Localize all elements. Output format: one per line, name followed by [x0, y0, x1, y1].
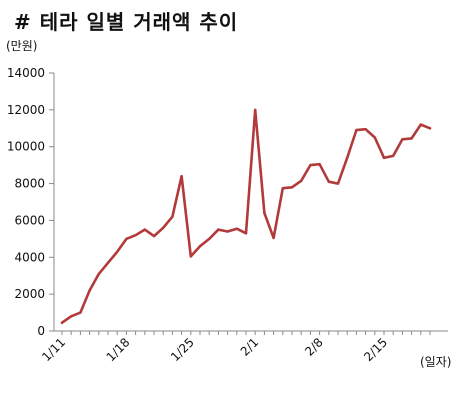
x-unit-label: (일자) — [420, 355, 451, 369]
x-tick-label: 2/15 — [361, 335, 390, 364]
data-point — [373, 136, 376, 139]
data-point — [254, 108, 257, 112]
y-tick-label: 6000 — [14, 213, 45, 227]
y-tick-label: 0 — [37, 324, 45, 338]
data-point — [364, 128, 367, 131]
data-point — [263, 211, 266, 215]
data-point — [116, 250, 119, 253]
data-point — [217, 228, 220, 231]
y-tick-label: 4000 — [14, 250, 45, 264]
data-point — [79, 311, 82, 314]
x-tick-label: 2/8 — [302, 335, 326, 359]
y-tick-label: 10000 — [7, 140, 45, 154]
y-tick-label: 2000 — [14, 287, 45, 301]
data-point — [134, 234, 137, 237]
chart-title: # 테라 일별 거래액 추이 — [14, 10, 239, 34]
data-point — [208, 237, 211, 241]
x-tick-label: 1/25 — [168, 335, 197, 364]
data-point — [336, 182, 340, 185]
data-point — [392, 154, 395, 158]
data-point — [152, 234, 156, 238]
x-tick-label: 2/1 — [238, 335, 262, 359]
data-point — [428, 127, 432, 130]
data-point — [327, 180, 330, 183]
data-point — [244, 232, 248, 235]
data-point — [272, 236, 275, 240]
data-point — [70, 315, 73, 318]
y-tick-label: 14000 — [7, 66, 45, 80]
data-point — [346, 156, 349, 159]
data-point — [309, 163, 312, 167]
data-point — [300, 179, 303, 182]
data-point — [235, 227, 238, 230]
y-tick-label: 12000 — [7, 103, 45, 117]
data-point — [226, 230, 229, 233]
data-point — [290, 186, 294, 189]
data-point — [382, 156, 386, 159]
data-point — [355, 128, 358, 132]
data-point — [143, 228, 146, 231]
data-point — [198, 245, 202, 248]
data-point — [401, 138, 404, 141]
data-point — [125, 237, 128, 241]
data-point — [419, 123, 422, 126]
data-point — [60, 321, 64, 324]
x-tick-label: 1/11 — [39, 335, 68, 364]
series-line — [60, 108, 432, 325]
data-point — [180, 175, 183, 178]
y-tick-label: 8000 — [14, 177, 45, 191]
data-point — [410, 137, 413, 140]
data-point — [97, 272, 101, 276]
data-point — [88, 289, 91, 292]
data-point — [171, 215, 174, 218]
data-point — [162, 226, 165, 229]
x-tick-label: 1/18 — [104, 335, 133, 364]
data-point — [106, 261, 110, 264]
data-point — [189, 255, 192, 258]
y-unit-label: (만원) — [6, 39, 37, 53]
data-point — [318, 163, 321, 166]
data-point — [281, 187, 284, 190]
